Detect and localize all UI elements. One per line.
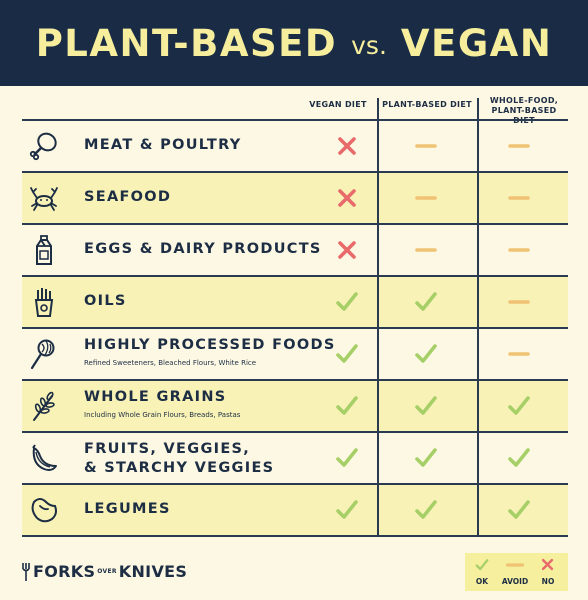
row-sublabel: Refined Sweeteners, Bleached Flours, Whi… [84,359,257,367]
row-label-line2: & STARCHY VEGGIES [84,460,275,476]
check-icon [415,396,437,415]
crab-icon [30,187,58,211]
forks-over-knives-logo: FORKS OVER KNIVES [22,562,187,581]
dash-icon [508,352,530,356]
column-header-plant-based: PLANT-BASED DIET [382,100,472,109]
row-label: WHOLE GRAINS [84,389,227,405]
dash-icon [415,144,437,148]
check-icon [415,292,437,311]
row-label: HIGHLY PROCESSED FOODS [84,337,336,353]
row-label: SEAFOOD [84,189,172,205]
bean-icon [31,498,57,523]
check-icon [415,344,437,363]
check-icon [508,396,530,415]
cross-icon [338,189,356,207]
check-icon [336,448,358,467]
wheat-icon [33,391,55,421]
legend-check-icon [475,559,489,571]
row-divider [22,535,568,537]
table-row: OILS [22,276,568,328]
check-icon [336,292,358,311]
row-divider [22,223,568,225]
cross-icon [338,241,356,259]
banana-icon [32,444,57,471]
dash-icon [508,196,530,200]
check-icon [336,344,358,363]
logo-mid: OVER [97,567,117,575]
fries-icon [34,288,54,317]
row-label: EGGS & DAIRY PRODUCTS [84,241,322,257]
drumstick-icon [29,132,57,161]
row-divider [22,171,568,173]
fork-icon [22,562,30,581]
check-icon [415,500,437,519]
row-label: LEGUMES [84,501,171,517]
column-divider [477,98,479,536]
row-sublabel: Including Whole Grain Flours, Breads, Pa… [84,411,241,419]
row-divider [22,483,568,485]
dash-icon [508,248,530,252]
check-icon [336,500,358,519]
title-right: VEGAN [400,21,553,65]
table-row: EGGS & DAIRY PRODUCTS [22,224,568,276]
row-divider [22,431,568,433]
row-divider [22,119,568,121]
title-mid: vs. [351,30,387,60]
cross-icon [338,137,356,155]
legend-no-label: NO [541,577,555,586]
legend-dash-icon [505,563,525,567]
dash-icon [508,300,530,304]
table-row: FRUITS, VEGGIES, & STARCHY VEGGIES [22,432,568,484]
milk-carton-icon [36,235,52,265]
row-label: MEAT & POULTRY [84,137,242,153]
table-row: WHOLE GRAINS Including Whole Grain Flours… [22,380,568,432]
dash-icon [508,144,530,148]
legend-cross-icon [541,558,554,571]
table-row: MEAT & POULTRY [22,120,568,172]
row-label: OILS [84,293,127,309]
dash-icon [415,196,437,200]
check-icon [508,448,530,467]
dash-icon [415,248,437,252]
check-icon [508,500,530,519]
table-row: HIGHLY PROCESSED FOODS Refined Sweeteners… [22,328,568,380]
logo-left: FORKS [33,562,96,581]
logo-right: KNIVES [118,562,188,581]
title-left: PLANT-BASED [35,21,338,65]
check-icon [415,448,437,467]
header: PLANT-BASED vs. VEGAN [0,0,588,86]
lollipop-icon [30,339,55,370]
table-row: SEAFOOD [22,172,568,224]
legend-ok-label: OK [475,577,489,586]
row-divider [22,275,568,277]
column-divider [377,98,379,536]
legend-avoid-label: AVOID [501,577,529,586]
legend: OK AVOID NO [465,553,568,591]
row-divider [22,379,568,381]
check-icon [336,396,358,415]
column-header-vegan: VEGAN DIET [309,100,367,109]
table-row: LEGUMES [22,484,568,536]
row-divider [22,327,568,329]
row-label: FRUITS, VEGGIES, [84,441,251,457]
